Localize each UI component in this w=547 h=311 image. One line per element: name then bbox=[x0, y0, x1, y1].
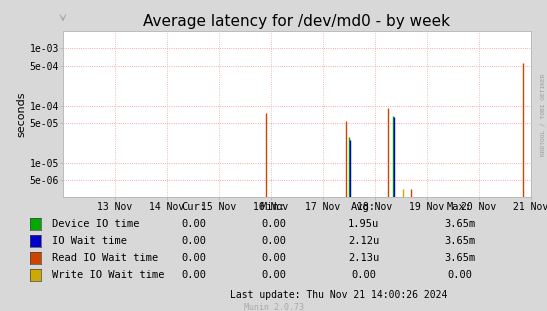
Text: Write IO Wait time: Write IO Wait time bbox=[52, 270, 165, 280]
Text: 0.00: 0.00 bbox=[182, 270, 207, 280]
Text: 0.00: 0.00 bbox=[261, 236, 286, 246]
Y-axis label: seconds: seconds bbox=[16, 91, 27, 137]
Text: Cur:: Cur: bbox=[182, 202, 207, 212]
Text: 3.65m: 3.65m bbox=[444, 219, 475, 229]
Text: Munin 2.0.73: Munin 2.0.73 bbox=[243, 304, 304, 311]
Text: 2.12u: 2.12u bbox=[348, 236, 380, 246]
Text: 3.65m: 3.65m bbox=[444, 236, 475, 246]
Text: 0.00: 0.00 bbox=[182, 236, 207, 246]
Text: Min:: Min: bbox=[261, 202, 286, 212]
Text: Avg:: Avg: bbox=[351, 202, 376, 212]
Text: Last update: Thu Nov 21 14:00:26 2024: Last update: Thu Nov 21 14:00:26 2024 bbox=[230, 290, 448, 300]
Text: 2.13u: 2.13u bbox=[348, 253, 380, 263]
Text: IO Wait time: IO Wait time bbox=[52, 236, 127, 246]
Text: Read IO Wait time: Read IO Wait time bbox=[52, 253, 158, 263]
Text: Device IO time: Device IO time bbox=[52, 219, 139, 229]
Text: Max:: Max: bbox=[447, 202, 472, 212]
Text: 0.00: 0.00 bbox=[351, 270, 376, 280]
Text: 0.00: 0.00 bbox=[182, 253, 207, 263]
Text: 0.00: 0.00 bbox=[447, 270, 472, 280]
Text: 0.00: 0.00 bbox=[261, 270, 286, 280]
Text: RRDTOOL / TOBI OETIKER: RRDTOOL / TOBI OETIKER bbox=[541, 74, 546, 156]
Text: 0.00: 0.00 bbox=[261, 253, 286, 263]
Title: Average latency for /dev/md0 - by week: Average latency for /dev/md0 - by week bbox=[143, 14, 450, 29]
Text: 1.95u: 1.95u bbox=[348, 219, 380, 229]
Text: 0.00: 0.00 bbox=[261, 219, 286, 229]
Text: 0.00: 0.00 bbox=[182, 219, 207, 229]
Text: 3.65m: 3.65m bbox=[444, 253, 475, 263]
